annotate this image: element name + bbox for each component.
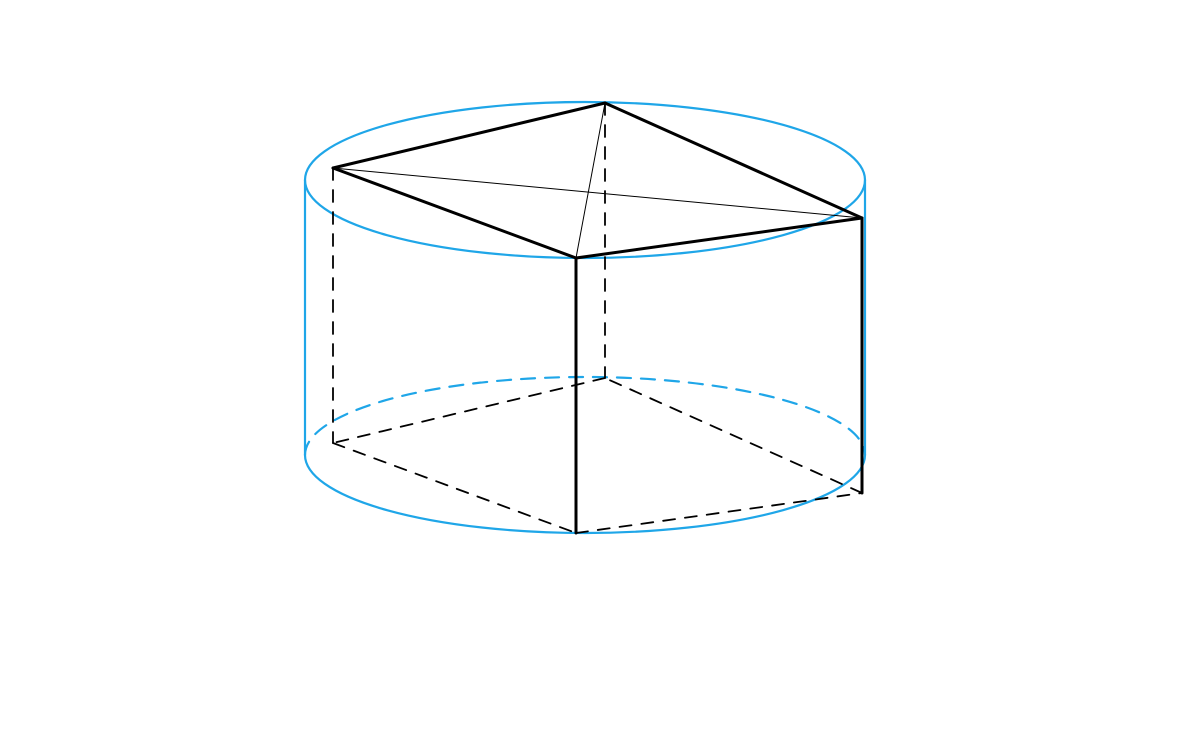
- cylinder-prism-diagram: [0, 0, 1200, 753]
